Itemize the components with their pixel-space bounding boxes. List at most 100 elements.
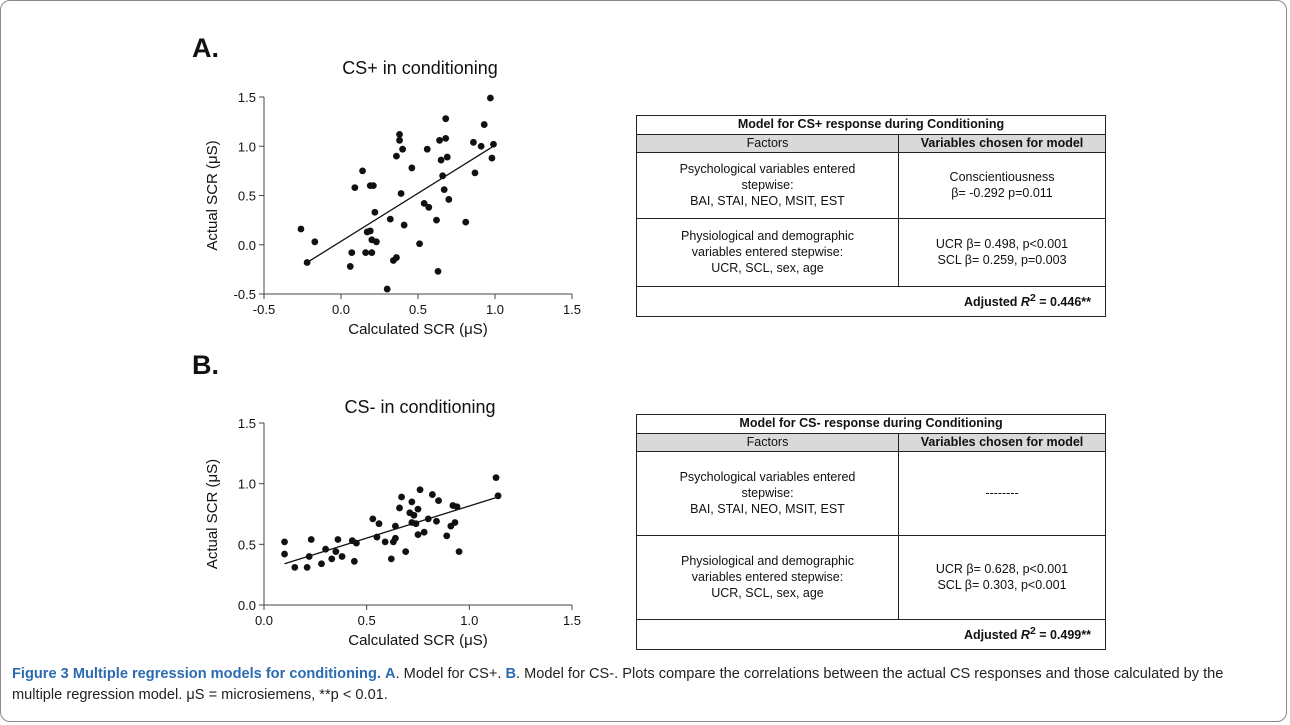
data-point [393, 152, 400, 160]
data-point [488, 154, 496, 162]
data-point [492, 474, 500, 481]
x-tick-label: 1.5 [563, 613, 581, 628]
x-tick-label: 1.5 [563, 302, 581, 317]
data-point [386, 215, 394, 223]
data-point [318, 560, 325, 568]
data-point [303, 563, 311, 571]
data-point [486, 94, 494, 102]
data-point [375, 520, 383, 528]
data-point [440, 186, 448, 193]
panel-a-letter: A. [192, 33, 219, 63]
factor-cell-psychological: Psychological variables entered stepwise… [636, 152, 899, 220]
data-point [428, 491, 436, 498]
data-point [297, 225, 305, 233]
figure-caption: Figure 3 Multiple regression models for … [12, 666, 1224, 703]
y-tick-label: 0.5 [238, 189, 256, 204]
data-point [381, 538, 389, 546]
cs-plus-scatter-plot: CS+ in conditioning -0.5 0.0 0.5 1.0 1.5 -0.5 0… [204, 58, 581, 338]
data-point [338, 553, 346, 560]
x-tick-label: 0.5 [358, 613, 376, 628]
y-tick-label: 1.5 [238, 90, 256, 105]
y-tick-label: -0.5 [234, 287, 256, 302]
chart-title: CS- in conditioning [344, 397, 495, 417]
data-point [362, 249, 370, 257]
data-point [470, 138, 477, 146]
x-tick-label: 0.5 [409, 302, 427, 317]
y-tick-label: 1.0 [238, 477, 256, 492]
data-point [398, 493, 405, 501]
data-point [424, 515, 432, 523]
chosen-cell-psychological: -------- [898, 451, 1106, 537]
factor-cell-psychological: Psychological variables entered stepwise… [636, 451, 899, 537]
data-point [307, 536, 315, 543]
data-point [414, 531, 422, 539]
data-point [453, 503, 461, 511]
data-point [435, 497, 442, 505]
data-point [392, 534, 399, 542]
table-title: Model for CS- response during Conditioni… [636, 414, 1106, 434]
data-point [416, 486, 424, 494]
data-point [383, 285, 391, 293]
data-point [369, 182, 377, 190]
data-point [490, 140, 497, 148]
data-point [420, 528, 428, 536]
data-point [477, 142, 485, 150]
adjusted-r2: Adjusted R2 = 0.499** [636, 619, 1106, 651]
x-tick-label: 1.0 [486, 302, 504, 317]
data-point [436, 136, 443, 144]
data-point [434, 267, 442, 275]
y-tick-label: 0.0 [238, 238, 256, 253]
panel-b-letter: B. [192, 350, 219, 380]
data-point [396, 136, 403, 144]
data-point [371, 208, 379, 216]
data-point [303, 259, 311, 266]
y-tick-label: 0.0 [238, 598, 256, 613]
data-point [334, 536, 342, 543]
data-point [346, 263, 354, 270]
data-point [399, 145, 406, 153]
data-point [396, 504, 403, 512]
chosen-cell-physiological: UCR β= 0.628, p<0.001 SCL β= 0.303, p<0.… [898, 535, 1106, 621]
chosen-cell-physiological: UCR β= 0.498, p<0.001 SCL β= 0.259, p=0.… [897, 218, 1107, 288]
data-point [414, 505, 422, 513]
y-tick-label: 1.5 [238, 416, 256, 431]
data-point [410, 511, 418, 519]
y-axis-label: Actual SCR (μS) [204, 140, 221, 250]
data-point [402, 548, 410, 556]
data-point [373, 533, 381, 541]
data-point [373, 238, 380, 246]
data-point [437, 156, 445, 164]
data-point [350, 557, 358, 565]
data-point [351, 184, 359, 192]
column-header-variables: Variables chosen for model [897, 133, 1107, 154]
adjusted-r2: Adjusted R2 = 0.446** [635, 286, 1107, 318]
data-point [433, 216, 440, 224]
data-point [332, 548, 340, 556]
data-point [433, 517, 440, 525]
data-point [443, 532, 451, 540]
data-point [366, 227, 374, 235]
data-point [396, 131, 403, 138]
y-axis-label: Actual SCR (μS) [204, 459, 221, 569]
data-point [387, 555, 395, 563]
data-point [439, 172, 447, 180]
data-point [408, 164, 416, 172]
cs-minus-scatter-plot: CS- in conditioning 0.0 0.5 1.0 1.5 0.0 0.5 1.0… [204, 397, 581, 649]
cs-minus-model-table: Model for CS- response during Conditioni… [636, 414, 1106, 651]
x-axis-label: Calculated SCR (μS) [348, 632, 488, 649]
cs-plus-model-table: Model for CS+ response during Conditioni… [635, 115, 1107, 318]
data-point [416, 240, 423, 248]
data-point [359, 167, 366, 175]
data-point [392, 522, 399, 530]
data-point [442, 115, 450, 123]
data-point [328, 555, 336, 563]
data-point [462, 218, 470, 226]
data-point [480, 121, 488, 128]
data-point [494, 492, 502, 500]
data-point [451, 519, 459, 526]
factor-cell-physiological: Physiological and demographic variables … [636, 218, 899, 288]
data-point [305, 553, 313, 560]
data-point [425, 203, 433, 211]
data-point [455, 548, 463, 556]
data-point [393, 254, 400, 261]
